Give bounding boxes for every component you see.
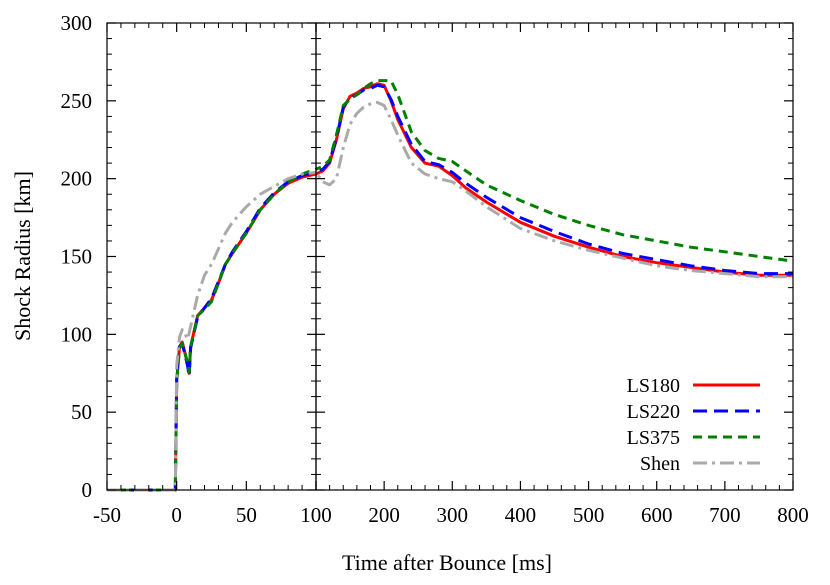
x-axis-title: Time after Bounce [ms] bbox=[342, 550, 552, 575]
x-tick-label: 300 bbox=[437, 503, 469, 527]
legend-label-ls220: LS220 bbox=[627, 401, 680, 423]
y-tick-label: 100 bbox=[61, 322, 93, 346]
y-tick-label: 0 bbox=[82, 478, 93, 502]
x-tick-label: 400 bbox=[505, 503, 537, 527]
series-line-ls220-panel-2 bbox=[316, 83, 793, 276]
x-tick-label: 500 bbox=[573, 503, 605, 527]
legend-label-ls180: LS180 bbox=[627, 375, 680, 397]
legend-label-shen: Shen bbox=[640, 453, 680, 475]
series-line-ls375-panel-1 bbox=[107, 167, 316, 492]
y-tick-label: 150 bbox=[61, 245, 93, 269]
x-tick-label: 700 bbox=[709, 503, 741, 527]
x-tick-label: 800 bbox=[777, 503, 809, 527]
legend-label-ls375: LS375 bbox=[627, 427, 680, 449]
y-tick-label: 200 bbox=[61, 167, 93, 191]
y-tick-label: 300 bbox=[61, 11, 93, 35]
y-tick-label: 250 bbox=[61, 89, 93, 113]
y-axis-title: Shock Radius [km] bbox=[10, 171, 35, 341]
x-tick-label: 0 bbox=[171, 503, 182, 527]
legend: LS180 LS220 LS375 Shen bbox=[627, 375, 760, 475]
x-tick-label: 100 bbox=[300, 503, 332, 527]
x-tick-label: 50 bbox=[236, 503, 257, 527]
x-tick-label: 200 bbox=[368, 503, 400, 527]
plot-area bbox=[107, 79, 793, 492]
x-tick-label: -50 bbox=[93, 503, 121, 527]
y-tick-label: 50 bbox=[71, 400, 92, 424]
series-line-shen-panel-1 bbox=[107, 170, 316, 492]
series-line-shen-panel-2 bbox=[316, 100, 793, 279]
x-tick-label: 600 bbox=[641, 503, 673, 527]
series-line-ls375-panel-2 bbox=[316, 79, 793, 263]
